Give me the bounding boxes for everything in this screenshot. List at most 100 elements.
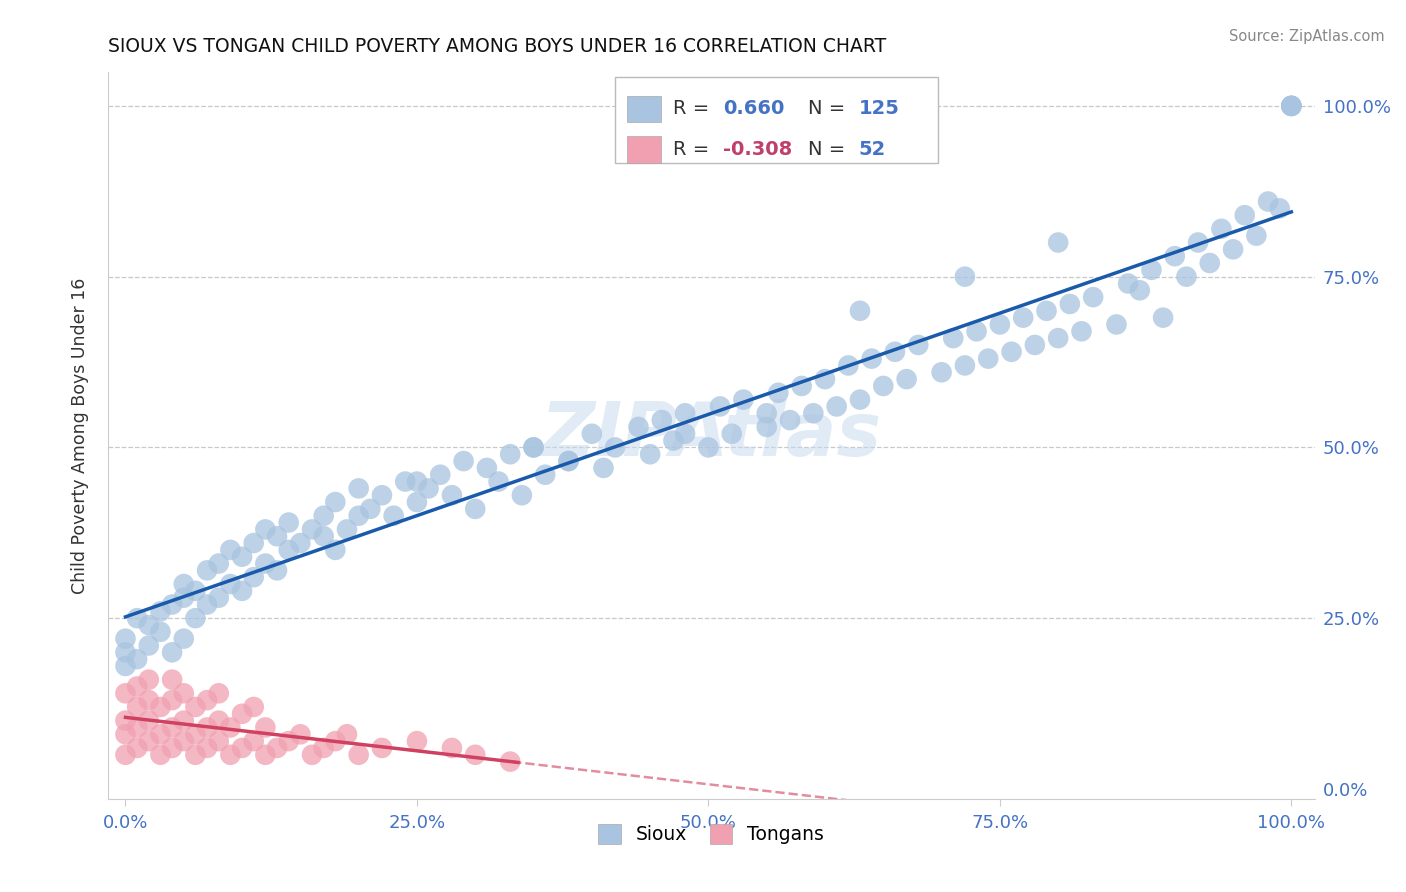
Point (208, 591, 231, 605)
Point (277, 734, 299, 748)
Point (231, 706, 253, 721)
Point (219, 721, 242, 735)
Point (592, 461, 614, 475)
Point (208, 557, 231, 571)
Point (499, 447, 522, 461)
Point (347, 747, 370, 762)
Point (581, 426, 603, 441)
Point (138, 639, 160, 653)
Point (184, 700, 207, 714)
Point (149, 747, 172, 762)
Point (138, 673, 160, 687)
Point (114, 645, 136, 659)
Point (127, 721, 149, 735)
Point (605, 441, 627, 455)
Point (160, 721, 183, 735)
Point (709, 400, 731, 414)
Point (488, 475, 510, 489)
Point (114, 747, 136, 762)
FancyBboxPatch shape (627, 136, 661, 162)
Point (1211, 222, 1233, 236)
Point (942, 331, 965, 345)
Point (219, 542, 242, 557)
Text: ZIPAtlas: ZIPAtlas (541, 399, 882, 472)
Point (1105, 318, 1128, 332)
Point (697, 441, 720, 455)
FancyBboxPatch shape (614, 77, 938, 162)
Point (1175, 269, 1198, 284)
Point (195, 563, 218, 577)
Point (475, 461, 498, 475)
Point (160, 673, 183, 687)
Point (195, 721, 218, 735)
Point (266, 741, 288, 756)
Y-axis label: Child Poverty Among Boys Under 16: Child Poverty Among Boys Under 16 (72, 277, 89, 594)
Point (277, 516, 299, 530)
Point (382, 508, 405, 523)
Point (814, 372, 837, 386)
Point (896, 372, 918, 386)
Point (522, 441, 544, 455)
Point (464, 502, 486, 516)
Text: 52: 52 (859, 140, 886, 159)
Point (359, 502, 381, 516)
Point (173, 591, 195, 605)
Point (290, 727, 312, 741)
Point (755, 420, 778, 434)
Text: -0.308: -0.308 (724, 140, 793, 159)
Point (1000, 344, 1022, 359)
Point (160, 693, 183, 707)
Point (138, 618, 160, 632)
Point (1129, 283, 1152, 297)
Point (1198, 256, 1220, 270)
Point (662, 434, 685, 448)
Point (127, 652, 149, 666)
Point (242, 734, 264, 748)
Text: 125: 125 (859, 99, 900, 119)
Point (406, 495, 429, 509)
Point (195, 741, 218, 756)
Point (849, 303, 872, 318)
Point (208, 714, 231, 728)
Point (1047, 235, 1070, 250)
Point (1035, 303, 1057, 318)
Point (160, 645, 183, 659)
Point (1233, 208, 1256, 222)
Point (242, 570, 264, 584)
Point (1279, 99, 1302, 113)
Point (371, 488, 394, 502)
Point (638, 447, 661, 461)
Point (884, 344, 907, 359)
Point (768, 385, 790, 400)
Text: R =: R = (672, 140, 709, 159)
Point (312, 741, 335, 756)
Point (173, 686, 195, 700)
Point (173, 577, 195, 591)
Point (290, 536, 312, 550)
Point (557, 454, 579, 468)
Point (1187, 235, 1209, 250)
Point (195, 598, 218, 612)
Point (1012, 310, 1035, 325)
Point (254, 747, 277, 762)
Legend: Sioux, Tongans: Sioux, Tongans (599, 824, 824, 845)
Point (418, 482, 440, 496)
Point (1081, 290, 1104, 304)
Point (127, 741, 149, 756)
Point (872, 379, 894, 393)
Point (837, 359, 859, 373)
Point (254, 557, 277, 571)
FancyBboxPatch shape (627, 95, 661, 122)
Point (325, 495, 347, 509)
Point (231, 583, 253, 598)
Point (394, 475, 416, 489)
Point (173, 632, 195, 646)
Point (195, 693, 218, 707)
Point (160, 598, 183, 612)
Point (208, 734, 231, 748)
Point (184, 747, 207, 762)
Point (266, 529, 288, 543)
Point (440, 741, 463, 756)
Point (127, 700, 149, 714)
Point (720, 426, 742, 441)
